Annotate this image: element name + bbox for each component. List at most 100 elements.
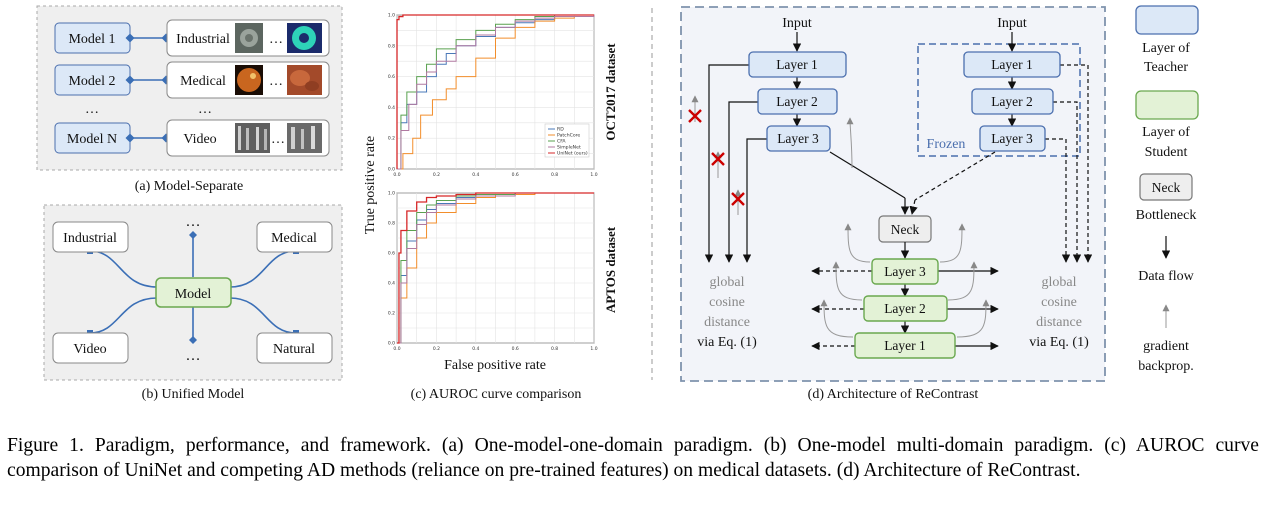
panel-a: Model 1 Industrial … Model 2 Medical xyxy=(36,5,343,194)
left-distance-line-3: distance xyxy=(704,315,750,330)
model-1-row: Model 1 Industrial … xyxy=(54,19,330,57)
roc-ytick-label: 0.0 xyxy=(388,167,395,173)
roc-xtick-label: 1.0 xyxy=(590,346,597,352)
legend-student-line-2: Student xyxy=(1145,145,1188,160)
left-teacher-layer-2-label: Layer 2 xyxy=(776,94,818,109)
ellipsis-2: … xyxy=(269,74,283,89)
roc-legend-entry: SimpleNet xyxy=(557,145,581,151)
student-layer-1 xyxy=(854,332,956,359)
connector-video xyxy=(89,297,158,334)
roc-xtick-label: 0.6 xyxy=(512,346,519,352)
right-distance-line-4: via Eq. (1) xyxy=(1029,335,1089,350)
right-teacher-layer-3 xyxy=(979,125,1046,152)
connector-natural xyxy=(229,297,297,334)
cross-1 xyxy=(688,109,702,123)
right-distance-line-3: distance xyxy=(1036,315,1082,330)
unified-industrial-label: Industrial xyxy=(63,231,117,246)
roc-legend-entry: PatchCore xyxy=(557,133,580,139)
right-distance-text: global cosine distance via Eq. (1) xyxy=(1029,275,1089,350)
left-teacher-layer-3-label: Layer 3 xyxy=(777,131,819,146)
right-input-label: Input xyxy=(997,16,1027,31)
unified-video-label: Video xyxy=(73,342,106,357)
cross-marks xyxy=(688,109,745,206)
neck-label: Neck xyxy=(891,222,920,237)
frozen-region xyxy=(917,43,1081,157)
roc-xtick-label: 1.0 xyxy=(590,172,597,178)
roc-ytick-label: 0.6 xyxy=(388,74,395,80)
cross-3 xyxy=(731,192,745,206)
roc-xtick-label: 0.2 xyxy=(433,346,440,352)
roc-series-simplenet xyxy=(397,192,594,344)
medical-domain-label: Medical xyxy=(180,74,226,89)
model-2-label: Model 2 xyxy=(68,74,115,89)
roc-series-uninet-ours xyxy=(397,192,594,344)
right-distance-line-1: global xyxy=(1042,275,1077,290)
roc-ytick-label: 1.0 xyxy=(388,13,395,19)
panel-b-caption: (b) Unified Model xyxy=(142,387,245,402)
left-input-label: Input xyxy=(782,16,812,31)
right-distance-line-2: cosine xyxy=(1041,295,1077,310)
figure-caption: Figure 1. Paradigm, performance, and fra… xyxy=(7,435,1259,481)
ellipsis-3: … xyxy=(271,132,285,147)
model-n-row: Model N Video … xyxy=(54,119,330,157)
roc-ytick-label: 0.4 xyxy=(388,105,395,111)
medical-sample-image-2 xyxy=(287,65,322,95)
legend-teacher-swatch xyxy=(1135,5,1199,35)
oct-dataset-text: OCT2017 dataset xyxy=(603,43,618,141)
roc-ytick-label: 0.8 xyxy=(388,221,395,227)
ellipsis-1: … xyxy=(269,32,283,47)
right-teacher-flow xyxy=(909,64,1093,263)
roc-ylabel: True positive rate xyxy=(363,136,378,234)
legend-teacher-line-1: Layer of xyxy=(1142,41,1190,56)
teacher-gradient-arrow xyxy=(846,117,854,169)
industrial-sample-image-2 xyxy=(287,23,322,53)
legend-neck-label: Neck xyxy=(1152,180,1181,195)
roc-legend-entry: RD xyxy=(557,127,564,133)
industrial-sample-image-1 xyxy=(235,23,263,53)
left-teacher-flow xyxy=(704,64,910,263)
unified-model-box xyxy=(155,277,232,308)
left-teacher-layer-1-label: Layer 1 xyxy=(776,57,818,72)
panel-a-caption: (a) Model-Separate xyxy=(135,179,243,194)
unified-ellipsis-bottom: … xyxy=(186,348,201,364)
roc-ytick-label: 0.2 xyxy=(388,311,395,317)
right-teacher-layer-3-label: Layer 3 xyxy=(991,131,1033,146)
roc-xtick-label: 0.4 xyxy=(472,346,479,352)
left-teacher-layer-3 xyxy=(766,125,831,152)
panel-c-caption: (c) AUROC curve comparison xyxy=(411,387,582,402)
legend-student-line-1: Layer of xyxy=(1142,125,1190,140)
medical-sample-image-1 xyxy=(235,65,263,95)
roc-legend-entry: UniNet (ours) xyxy=(557,151,588,157)
left-distance-text: global cosine distance via Eq. (1) xyxy=(697,275,757,350)
roc-ytick-label: 0.2 xyxy=(388,136,395,142)
panel-d-caption: (d) Architecture of ReContrast xyxy=(808,387,979,402)
right-teacher-layer-1 xyxy=(963,51,1061,78)
unified-medical-box xyxy=(256,221,333,253)
right-teacher-layer-1-label: Layer 1 xyxy=(991,57,1033,72)
figure-graphic: Model 1 Industrial … Model 2 Medical xyxy=(36,5,1199,402)
roc-xtick-label: 0.0 xyxy=(393,346,400,352)
legend-gradient-line-2: backprop. xyxy=(1138,359,1194,374)
industrial-domain-label: Industrial xyxy=(176,32,230,47)
left-distance-line-4: via Eq. (1) xyxy=(697,335,757,350)
unified-natural-label: Natural xyxy=(273,342,315,357)
left-distance-line-1: global xyxy=(710,275,745,290)
legend-neck-swatch xyxy=(1139,173,1193,201)
roc-series-patchcore xyxy=(397,15,595,170)
student-layer-2-label: Layer 2 xyxy=(884,301,926,316)
roc-ytick-label: 0.0 xyxy=(388,341,395,347)
model-1-label: Model 1 xyxy=(68,32,115,47)
left-teacher-layer-1 xyxy=(748,51,847,78)
roc-xtick-label: 0.0 xyxy=(393,172,400,178)
model-2-row: Model 2 Medical … xyxy=(54,61,330,99)
video-sample-image-2 xyxy=(287,123,322,153)
roc-ytick-label: 0.6 xyxy=(388,251,395,257)
roc-ytick-label: 0.8 xyxy=(388,43,395,49)
right-teacher-layer-2-label: Layer 2 xyxy=(991,94,1033,109)
roc-xtick-label: 0.8 xyxy=(551,172,558,178)
right-teacher-layer-2 xyxy=(971,88,1054,115)
roc-xtick-label: 0.6 xyxy=(512,172,519,178)
panel-b: … … Industrial Medical Video Natural Mod… xyxy=(43,204,343,402)
